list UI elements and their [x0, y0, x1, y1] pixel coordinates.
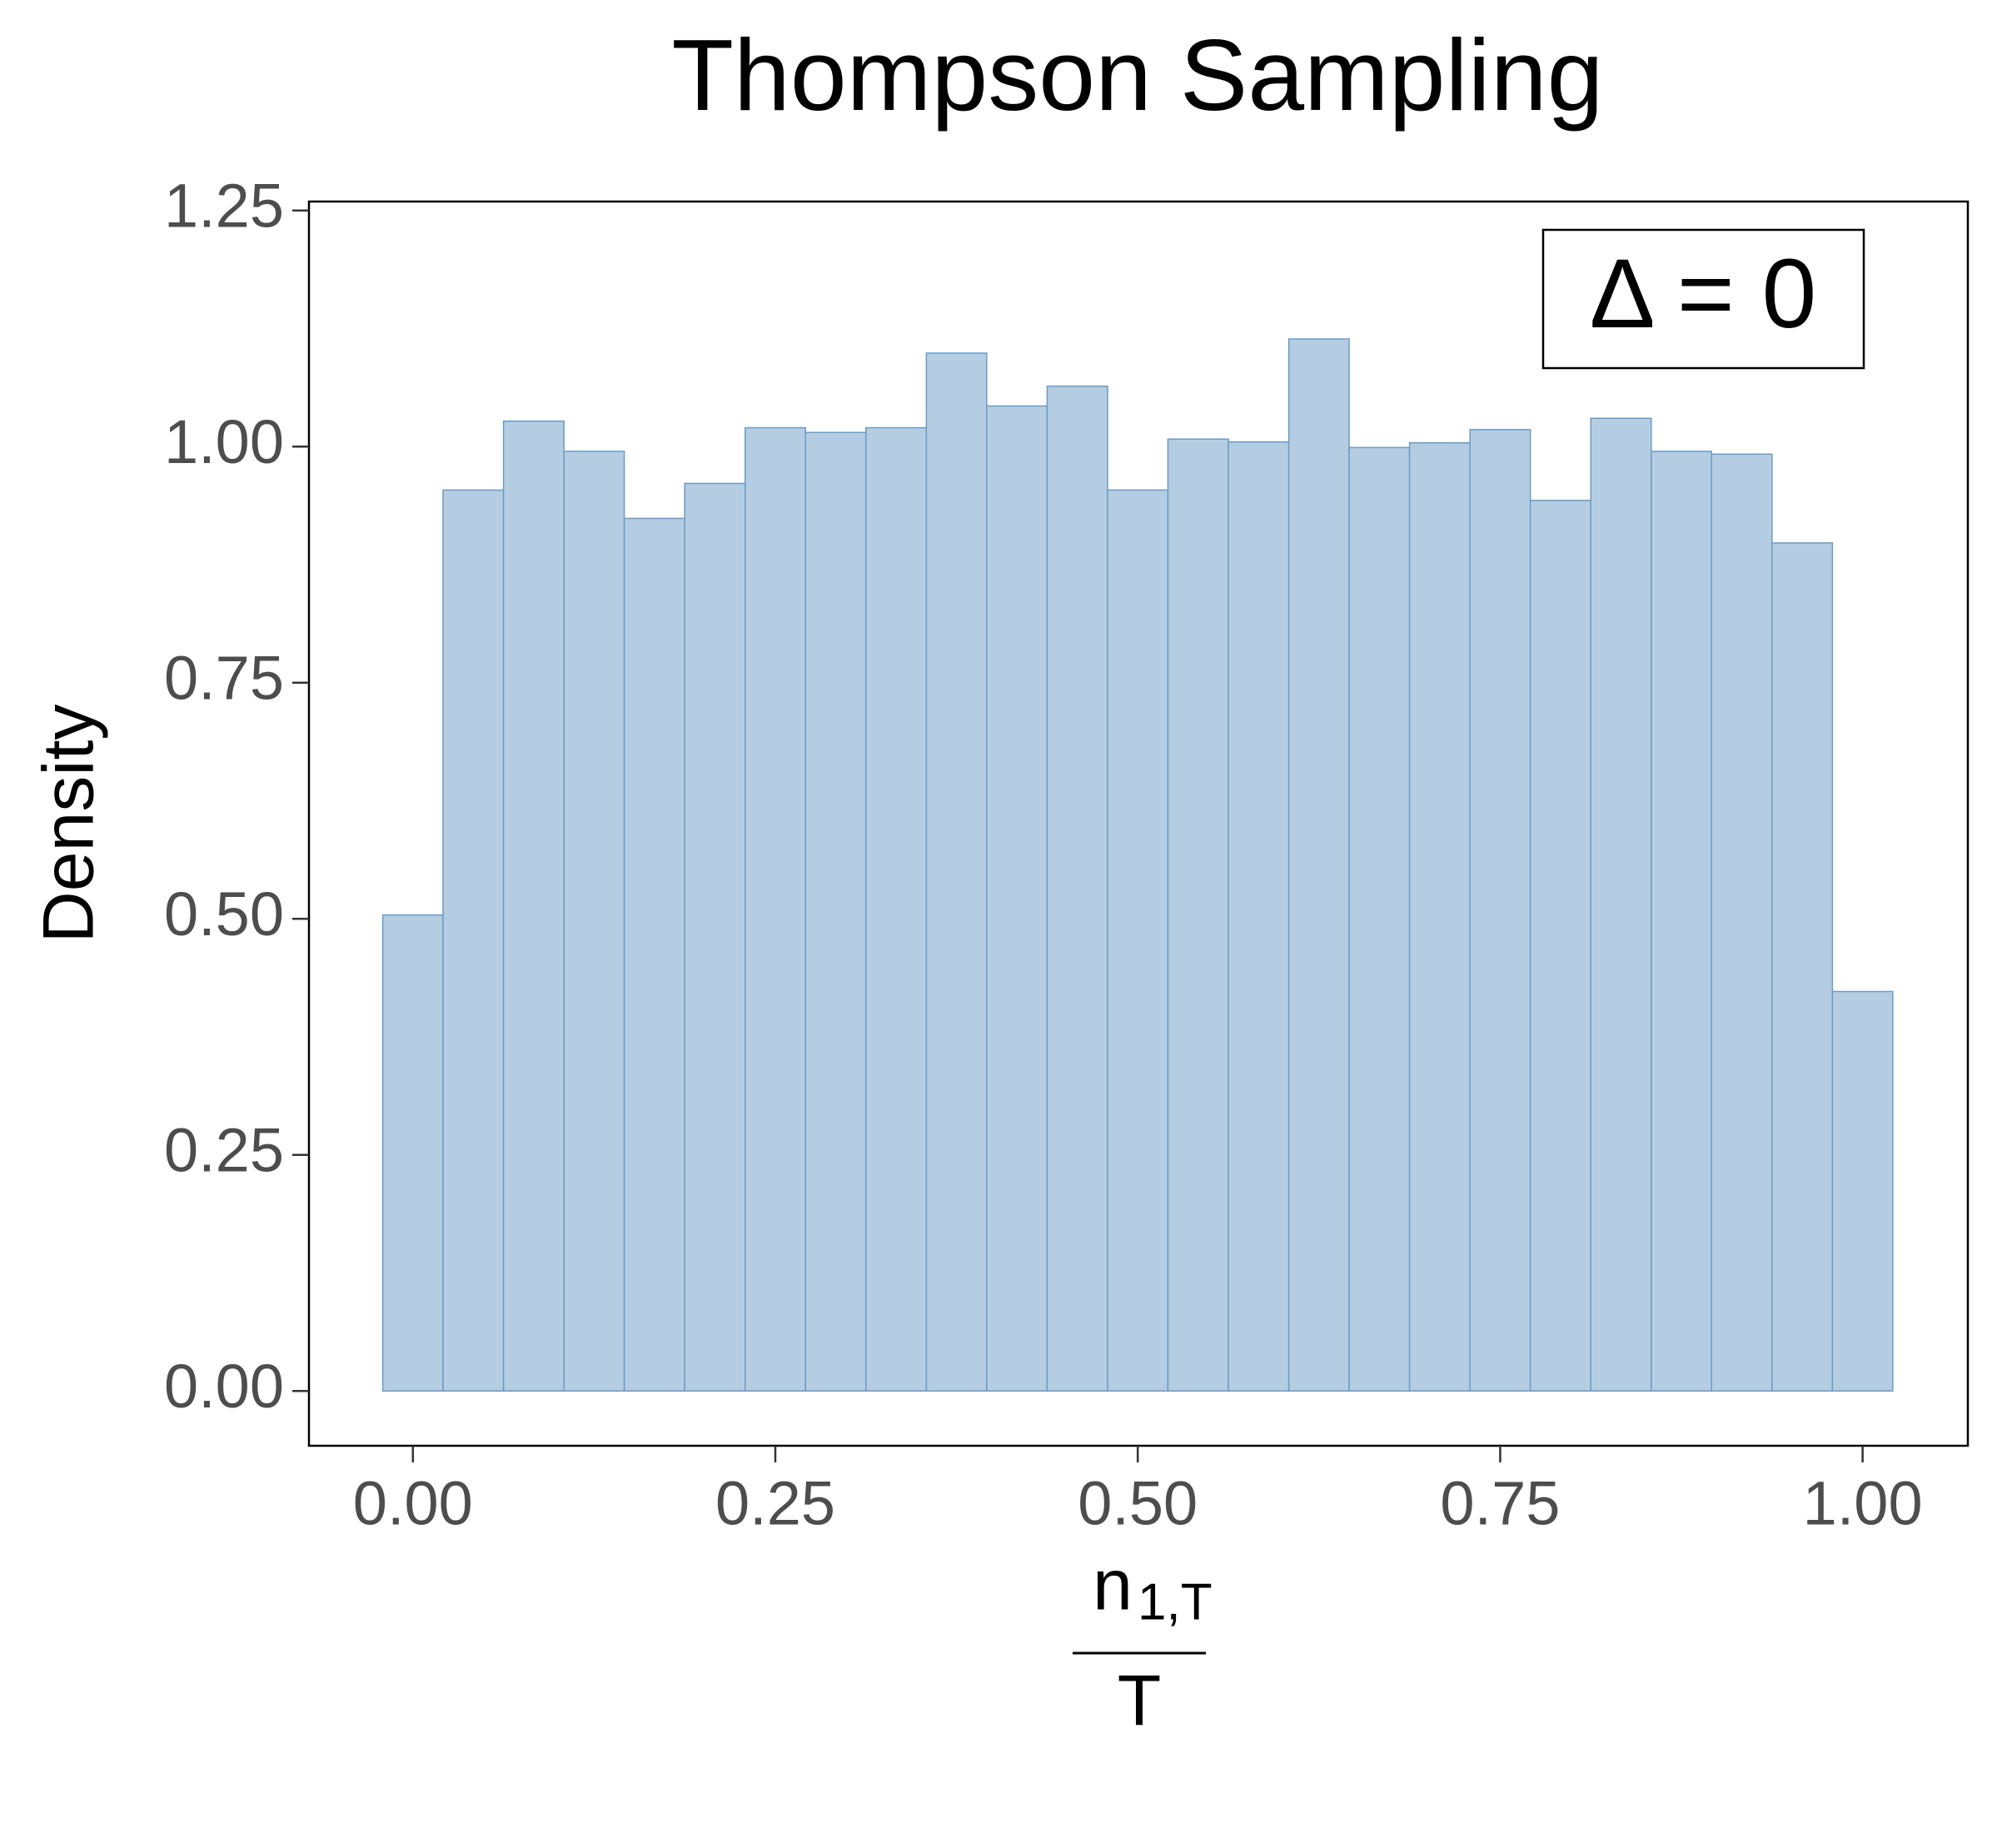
bar: [381, 914, 444, 1392]
bar: [1529, 500, 1591, 1392]
bar: [1651, 451, 1712, 1392]
bar: [1046, 385, 1108, 1392]
chart-title: Thompson Sampling: [672, 18, 1604, 132]
x-axis-title: n 1,T T: [1073, 1546, 1213, 1741]
bar: [1287, 338, 1350, 1392]
bar: [1167, 438, 1229, 1392]
bar: [1469, 429, 1531, 1392]
bar: [1348, 446, 1411, 1392]
bar: [442, 489, 505, 1392]
x-tick-label: 0.50: [1078, 1469, 1198, 1538]
y-axis-title: Density: [29, 705, 109, 944]
x-tick-label: 0.00: [353, 1469, 473, 1538]
bar: [563, 451, 625, 1392]
bar: [925, 352, 988, 1392]
bar: [1771, 542, 1834, 1392]
bar: [502, 420, 565, 1392]
bar: [804, 431, 867, 1392]
y-tick-label: 1.25: [164, 171, 284, 240]
bar: [1228, 441, 1290, 1392]
bar: [745, 426, 806, 1392]
bar: [684, 482, 746, 1392]
bar: [986, 405, 1048, 1392]
x-title-subscript: 1,T: [1138, 1573, 1213, 1631]
x-tick-label: 0.25: [715, 1469, 835, 1538]
bar: [623, 517, 685, 1392]
bar: [1408, 441, 1471, 1392]
y-tick-label: 1.00: [164, 407, 284, 476]
x-title-numerator: n: [1093, 1546, 1133, 1626]
y-tick-label: 0.75: [164, 643, 284, 712]
y-tick-label: 0.50: [164, 879, 284, 949]
bar: [1711, 453, 1773, 1392]
annotation: Δ = 0: [1590, 239, 1816, 349]
y-tick-label: 0.25: [164, 1115, 284, 1184]
bar: [1590, 417, 1652, 1392]
x-tick-label: 0.75: [1440, 1469, 1560, 1538]
annotation-box: [1541, 228, 1865, 370]
y-tick-label: 0.00: [164, 1352, 284, 1421]
x-title-denominator: T: [1118, 1661, 1162, 1741]
bar: [865, 426, 928, 1392]
bar: [1831, 990, 1894, 1392]
x-tick-label: 1.00: [1803, 1469, 1923, 1538]
bar: [1107, 489, 1169, 1392]
